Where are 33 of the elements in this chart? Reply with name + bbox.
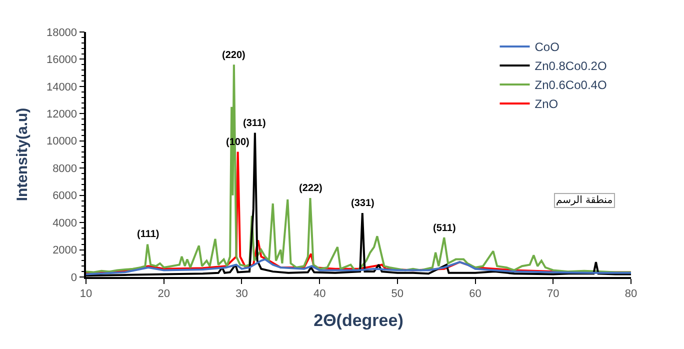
x-tick-label: 50: [391, 288, 404, 300]
x-tick-label: 40: [313, 288, 326, 300]
x-tick-label: 60: [469, 288, 482, 300]
annotation: (111): [137, 229, 160, 240]
x-tick-label: 80: [624, 288, 638, 300]
line-series: [86, 258, 631, 276]
y-tick-label: 10000: [46, 136, 78, 148]
annotation: (331): [351, 198, 374, 209]
annotation: منطقة الرسم: [556, 195, 613, 206]
legend-label: Zn0.6Co0.4O: [534, 78, 607, 92]
annotation: (311): [243, 118, 266, 129]
y-axis-title: Intensity(a.u): [14, 108, 32, 202]
legend-label: ZnO: [534, 97, 558, 112]
x-tick-label: 30: [236, 288, 248, 300]
line-series: [86, 64, 631, 274]
y-tick-label: 4000: [52, 217, 78, 230]
y-tick-label: 16000: [46, 54, 78, 66]
y-tick-label: 0: [70, 272, 78, 284]
y-tick-label: 8000: [52, 162, 78, 175]
y-tick-label: 2000: [52, 244, 78, 257]
y-tick-label: 6000: [52, 190, 78, 202]
x-axis-title: 2Θ(degree): [314, 310, 404, 330]
legend-label: Zn0.8Co0.2O: [534, 59, 607, 74]
annotation: (220): [222, 50, 246, 61]
y-tick-label: 14000: [46, 81, 78, 94]
x-tick-label: 70: [547, 288, 560, 300]
x-tick-label: 10: [80, 288, 92, 300]
y-tick-label: 12000: [46, 108, 78, 121]
x-tick-label: 20: [158, 288, 170, 300]
annotation: (511): [433, 223, 456, 234]
y-tick-label: 18000: [46, 26, 78, 39]
annotation: (222): [299, 183, 322, 194]
legend-label: CoO: [534, 40, 560, 54]
